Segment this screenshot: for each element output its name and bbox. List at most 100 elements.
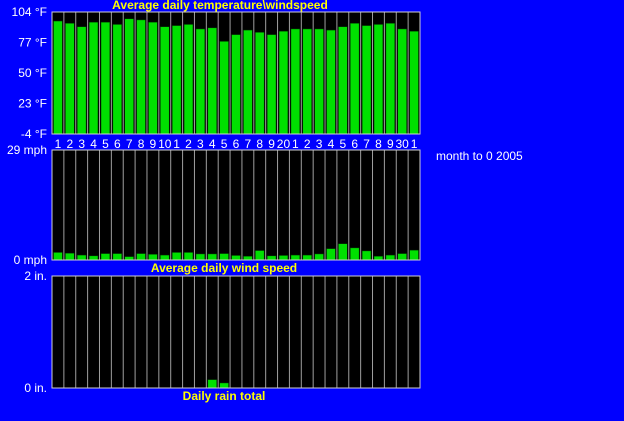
wind-bar <box>314 253 324 261</box>
wind-bar <box>76 254 87 261</box>
wind-bar <box>302 254 312 261</box>
temperature-x-tick-label: 2 <box>66 137 73 151</box>
wind-bar <box>409 249 419 261</box>
temperature-bar <box>160 26 170 135</box>
wind-bar <box>136 253 146 261</box>
temperature-bar <box>183 24 194 135</box>
temperature-x-tick-label: 7 <box>126 137 133 151</box>
wind-bar <box>112 253 122 261</box>
wind-bar <box>171 252 182 261</box>
wind-bar <box>148 254 158 261</box>
temperature-bar <box>171 25 182 135</box>
wind-bar <box>373 255 384 261</box>
temperature-y-tick-label: 50 °F <box>18 66 47 80</box>
temperature-bar <box>255 32 265 135</box>
temperature-x-tick-label: 4 <box>209 137 216 151</box>
temperature-x-tick-label: 7 <box>245 137 252 151</box>
temperature-x-tick-label: 1 <box>55 137 62 151</box>
wind-bar <box>338 243 348 261</box>
temperature-bar <box>243 29 253 135</box>
temperature-chart-title: Average daily temperature\windspeed <box>112 0 328 12</box>
temperature-y-tick-label: 104 °F <box>12 5 47 19</box>
month-subtitle: month to 0 2005 <box>436 149 523 163</box>
temperature-bar <box>302 28 312 135</box>
wind-bar <box>124 256 134 261</box>
wind-bar <box>100 253 111 261</box>
temperature-bar <box>290 28 301 135</box>
temperature-bar <box>266 34 277 135</box>
temperature-bar <box>148 21 158 135</box>
temperature-y-tick-label: 23 °F <box>18 97 47 111</box>
rain-plot-area <box>52 276 420 388</box>
rain-y-tick-label: 0 in. <box>24 381 47 395</box>
temperature-x-tick-label: 8 <box>375 137 382 151</box>
temperature-x-tick-label: 4 <box>328 137 335 151</box>
temperature-x-tick-label: 5 <box>339 137 346 151</box>
temperature-x-tick-label: 8 <box>256 137 263 151</box>
temperature-x-tick-label: 3 <box>78 137 85 151</box>
temperature-plot-border <box>51 11 421 135</box>
rain-bar <box>207 379 217 389</box>
wind-bar <box>326 248 336 261</box>
rain-chart-title: Daily rain total <box>183 389 266 403</box>
temperature-bar <box>338 26 348 135</box>
temperature-x-tick-label: 10 <box>158 137 172 151</box>
temperature-bar <box>136 19 146 135</box>
wind-bar <box>231 255 241 261</box>
temperature-bar <box>207 27 217 135</box>
temperature-x-tick-label: 4 <box>90 137 97 151</box>
wind-bar <box>160 254 170 261</box>
wind-bar <box>385 254 396 261</box>
wind-bar <box>397 253 407 261</box>
wind-bar <box>278 255 289 261</box>
temperature-x-tick-label: 8 <box>138 137 145 151</box>
temperature-x-tick-label: 5 <box>102 137 109 151</box>
temperature-x-tick-label: 1 <box>411 137 418 151</box>
wind-bar <box>255 250 265 261</box>
temperature-x-tick-label: 30 <box>396 137 410 151</box>
temperature-x-tick-label: 3 <box>316 137 323 151</box>
wind-bar <box>361 250 372 261</box>
wind-bar <box>243 255 253 261</box>
temperature-x-tick-label: 20 <box>277 137 291 151</box>
temperature-bar <box>397 28 407 135</box>
wind-bar <box>219 253 229 261</box>
temperature-x-tick-label: 9 <box>387 137 394 151</box>
temperature-x-tick-label: 2 <box>185 137 192 151</box>
temperature-bar <box>314 28 324 135</box>
temperature-bar <box>409 30 419 135</box>
wind-bar <box>350 247 360 261</box>
wind-y-tick-label: 29 mph <box>7 143 47 157</box>
wind-bar <box>88 255 99 261</box>
wind-plot-area <box>52 150 420 260</box>
temperature-x-tick-label: 6 <box>351 137 358 151</box>
temperature-bar <box>278 30 289 135</box>
wind-bar <box>195 253 206 261</box>
wind-bar <box>290 254 301 261</box>
temperature-x-tick-label: 2 <box>304 137 311 151</box>
temperature-y-tick-label: -4 °F <box>21 127 47 141</box>
temperature-x-tick-label: 7 <box>363 137 370 151</box>
temperature-bar <box>326 29 336 135</box>
temperature-y-tick-label: 77 °F <box>18 36 47 50</box>
temperature-bar <box>219 41 229 135</box>
temperature-bar <box>112 24 122 135</box>
wind-bar <box>183 252 194 261</box>
temperature-bar <box>65 23 75 135</box>
wind-bar <box>53 252 63 261</box>
temperature-bar <box>88 21 99 135</box>
wind-chart-title: Average daily wind speed <box>151 261 297 275</box>
temperature-x-tick-label: 1 <box>173 137 180 151</box>
temperature-bar <box>195 28 206 135</box>
temperature-bar <box>385 23 396 135</box>
temperature-x-tick-label: 5 <box>221 137 228 151</box>
rain-plot-border <box>51 275 421 389</box>
temperature-x-tick-label: 9 <box>150 137 157 151</box>
temperature-bar <box>373 24 384 135</box>
temperature-bar <box>53 20 63 135</box>
temperature-bar <box>350 23 360 135</box>
temperature-bar <box>100 21 111 135</box>
wind-bar <box>266 255 277 261</box>
